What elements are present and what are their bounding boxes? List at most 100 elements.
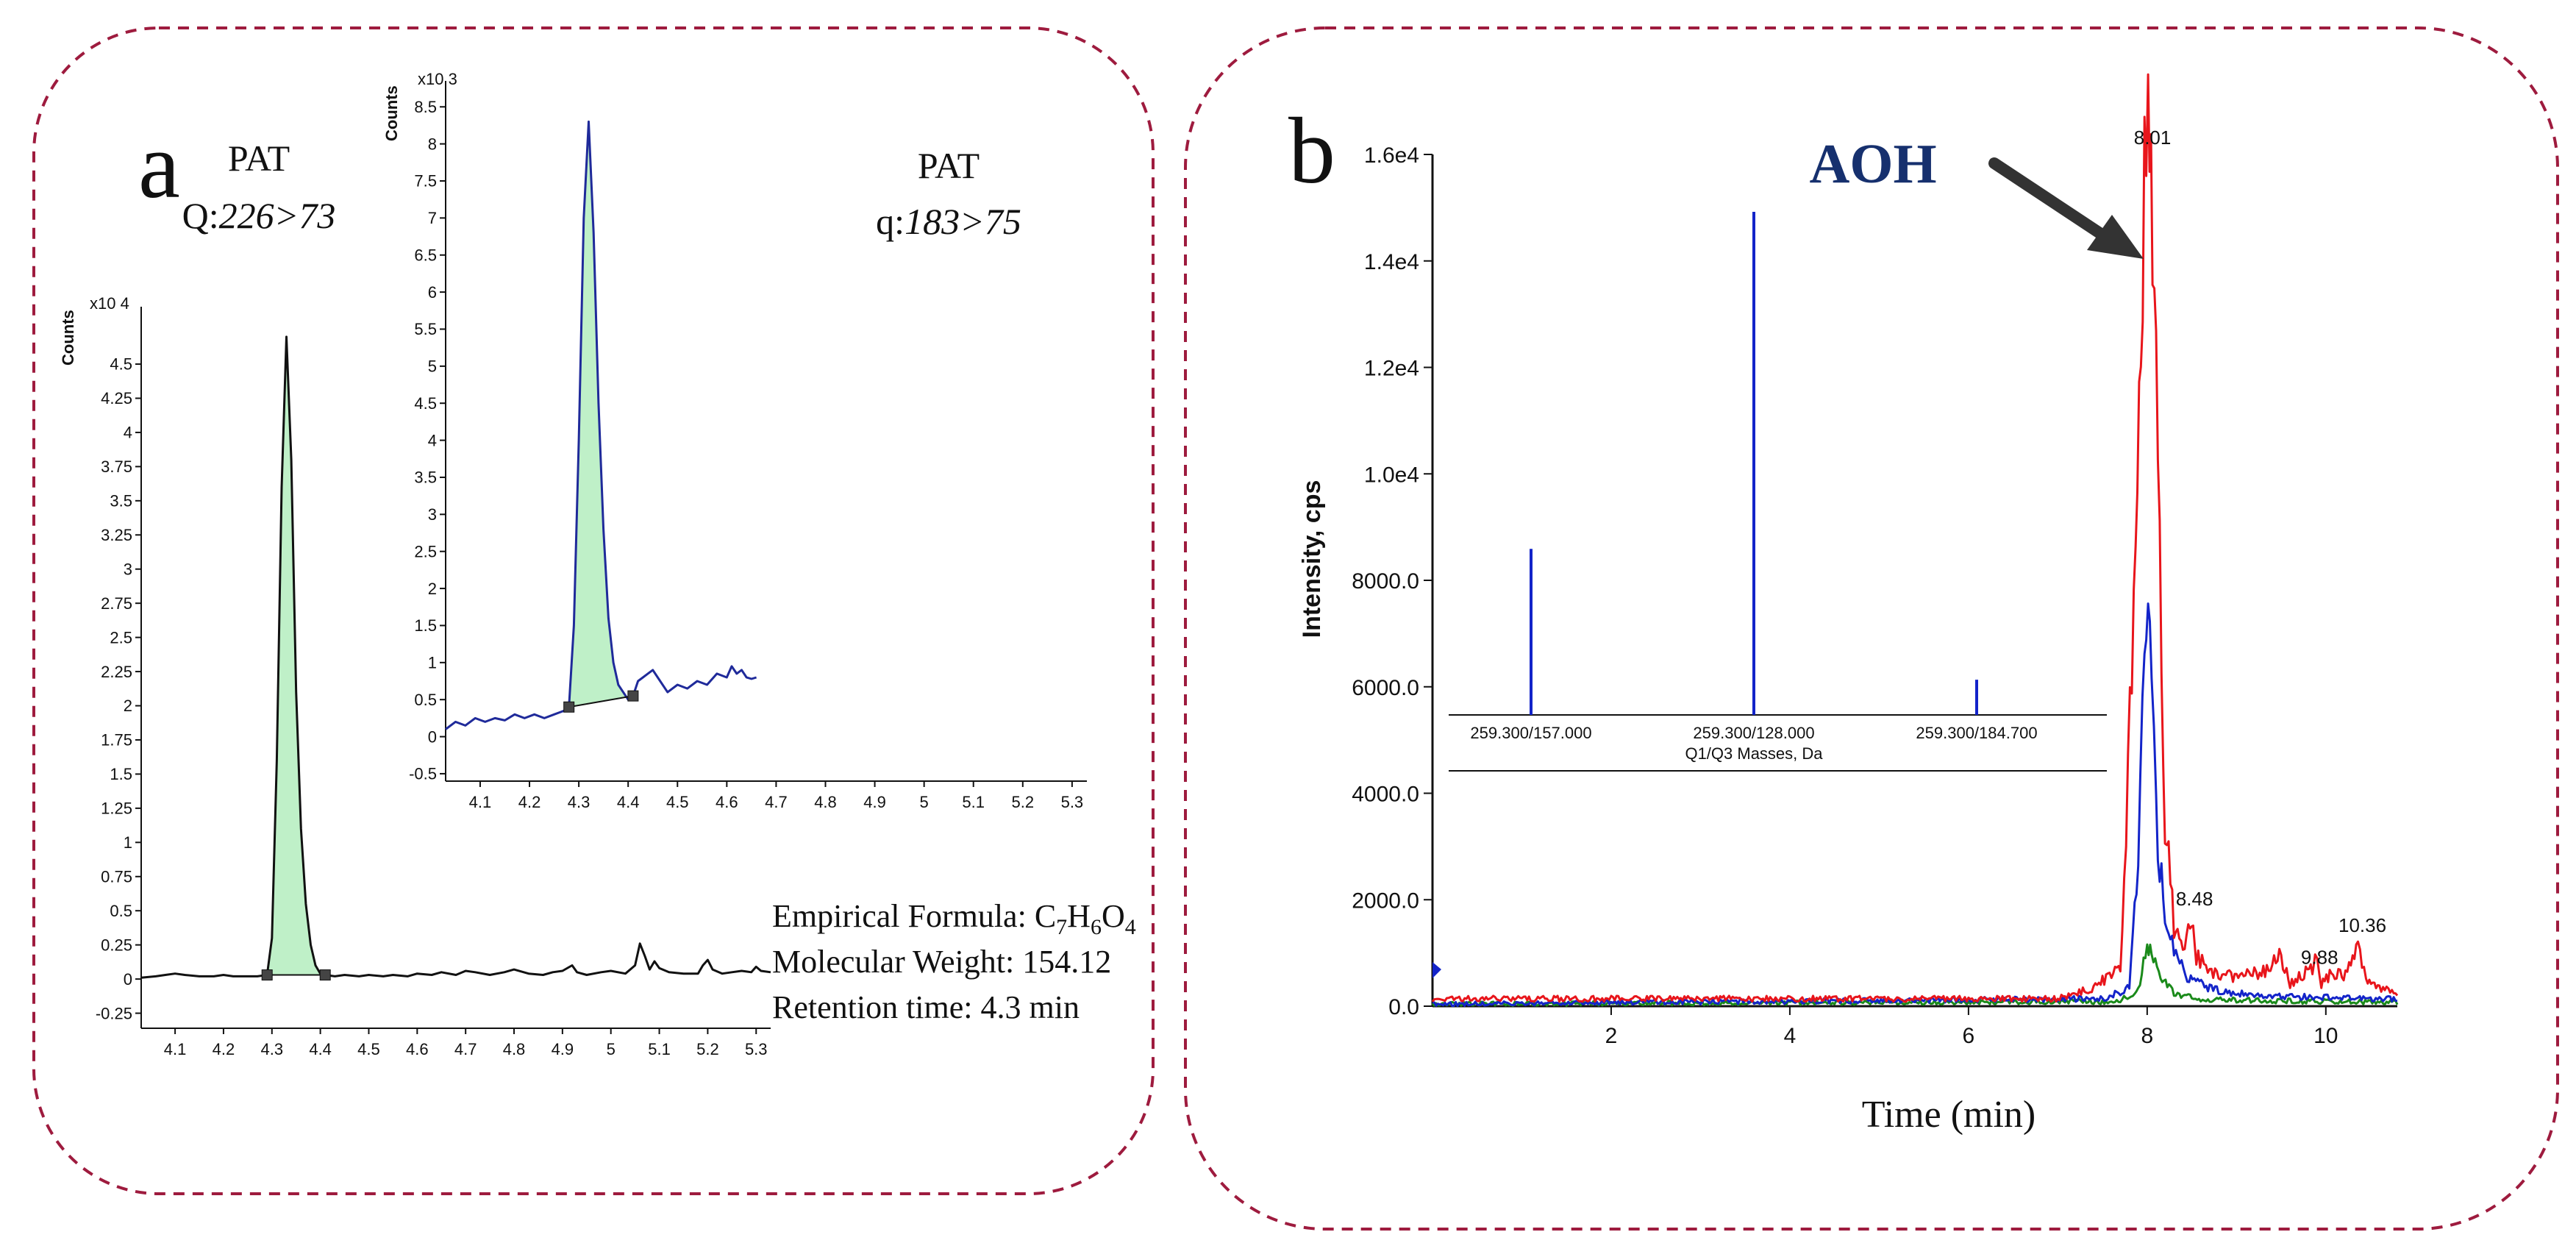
x-tick-label: 4.3 [568,793,591,811]
quantifier-chromatogram: 4.1 4.2 4.3 4.4 4.5 4.6 4.7 4.8 4.9 5 5.1 5.2 5.3 -0.… [96,307,771,1058]
x-tick-label: 4.5 [357,1040,380,1058]
x-tick-label: 4.1 [164,1040,187,1058]
integrated-peak-area [568,121,633,708]
peak-label: 10.36 [2338,914,2386,936]
peak-label: 9.88 [2301,947,2338,969]
x-tick-label: 4.7 [765,793,788,811]
axis-marker-icon [1433,962,1441,978]
y-tick-label: 1.6e4 [1364,143,1419,168]
aoh-y-axis-title: Intensity, cps [1298,480,1326,638]
x-tick-label: 4.4 [309,1040,332,1058]
x-tick-label: 4.3 [260,1040,283,1058]
xic-trace-blue [1433,602,2398,1008]
y-tick-label: 7 [428,209,437,227]
x-tick-label: 4.8 [503,1040,526,1058]
retention-time-line: Retention time: 4.3 min [772,989,1080,1025]
y-tick-label: 6.5 [414,246,437,264]
x-tick-label: 4.6 [716,793,738,811]
y-tick-label: 4 [124,424,132,442]
qualifier-y-axis-title: Counts [382,85,401,141]
y-tick-label: 0.5 [414,691,437,709]
y-tick-label: 6 [428,283,437,302]
y-tick-label: 1.25 [101,800,132,818]
x-tick-label: 4.1 [469,793,492,811]
x-tick-label: 4.8 [814,793,837,811]
mrm-inset: 259.300/157.000 259.300/128.000 259.300/18… [1449,212,2107,772]
quantifier-y-axis-title: Counts [59,310,77,366]
integration-marker [563,701,575,713]
y-tick-label: 1.5 [110,765,132,783]
x-tick-label: 5.3 [1061,793,1084,811]
x-tick-label: 4.9 [863,793,886,811]
x-tick-label: 4.2 [213,1040,235,1058]
x-tick-label: 4.9 [552,1040,574,1058]
x-tick-label: 5.1 [962,793,985,811]
y-tick-label: 3.75 [101,457,132,476]
y-tick-label: 2 [428,580,437,598]
y-tick-label: 1 [124,833,132,852]
inset-category-label: 259.300/184.700 [1916,724,2037,742]
y-tick-label: 1 [428,654,437,672]
y-tick-label: 3.5 [110,492,132,510]
x-tick-label: 4 [1784,1024,1797,1048]
quantifier-analyte-label: PAT [228,138,290,179]
integration-marker [319,969,331,981]
panel-b-border [1184,26,2559,1231]
y-tick-label: 7.5 [414,172,437,190]
y-tick-label: 0.0 [1388,995,1419,1019]
y-tick-label: 0.5 [110,902,132,920]
inset-x-axis-title: Q1/Q3 Masses, Da [1685,744,1823,763]
x-tick-label: 4.2 [518,793,541,811]
y-tick-label: 1.0e4 [1364,463,1419,487]
y-tick-label: 4.5 [414,394,437,413]
quantifier-transition-label: Q:226>73 [182,195,336,236]
panel-b-letter: b [1288,99,1335,203]
y-tick-label: 5.5 [414,320,437,338]
y-tick-label: 0 [428,727,437,746]
integration-baseline [568,695,634,708]
qualifier-chromatogram: 4.1 4.2 4.3 4.4 4.5 4.6 4.7 4.8 4.9 5 5.1 5.2 5.3 -0.… [409,81,1087,811]
y-tick-label: 2 [124,697,132,715]
aoh-analyte-label: AOH [1809,133,1936,195]
chromatogram-trace [140,335,771,979]
x-tick-label: 5.3 [745,1040,768,1058]
y-tick-label: 1.2e4 [1364,357,1419,381]
y-tick-label: 3.5 [414,469,437,487]
y-tick-label: -0.25 [96,1004,132,1022]
x-tick-label: 5.1 [648,1040,671,1058]
y-tick-label: 2.75 [101,594,132,613]
peak-label: 8.01 [2134,127,2172,149]
y-tick-label: 0.75 [101,867,132,886]
y-tick-label: -0.5 [409,765,437,783]
y-tick-label: 2.5 [414,542,437,560]
y-tick-label: 4.5 [110,355,132,374]
peak-label: 8.48 [2176,888,2213,910]
chromatogram-trace [445,120,757,730]
y-tick-label: 3 [124,560,132,578]
formula-line: Empirical Formula: C7H6O4 [772,898,1136,939]
x-tick-label: 10 [2313,1024,2338,1048]
x-tick-label: 4.7 [454,1040,477,1058]
molecular-weight-line: Molecular Weight: 154.12 [772,944,1111,980]
y-tick-label: 0.25 [101,936,132,954]
x-tick-label: 5 [607,1040,616,1058]
x-tick-label: 5 [920,793,929,811]
y-tick-label: 4000.0 [1352,783,1419,807]
aoh-x-axis-title: Time (min) [1862,1094,2036,1136]
y-tick-label: 4.25 [101,389,132,407]
y-tick-label: 8.5 [414,98,437,116]
aoh-chromatogram: 2 4 6 8 10 0.0 2000.0 4000.0 6000.0 8000.0 1.0e4 1.… [1352,73,2399,1048]
panel-a-letter: a [138,113,180,218]
qualifier-analyte-label: PAT [918,145,980,186]
x-tick-label: 2 [1605,1024,1618,1048]
quantifier-y-multiplier: x10 4 [90,294,129,313]
y-tick-label: 1.75 [101,731,132,749]
y-tick-label: 3.25 [101,526,132,544]
y-tick-label: 8000.0 [1352,569,1419,594]
integration-marker [627,690,639,702]
x-tick-label: 4.4 [617,793,640,811]
y-tick-label: 8 [428,135,437,153]
y-tick-label: 4 [428,431,437,449]
inset-category-label: 259.300/128.000 [1693,724,1814,742]
